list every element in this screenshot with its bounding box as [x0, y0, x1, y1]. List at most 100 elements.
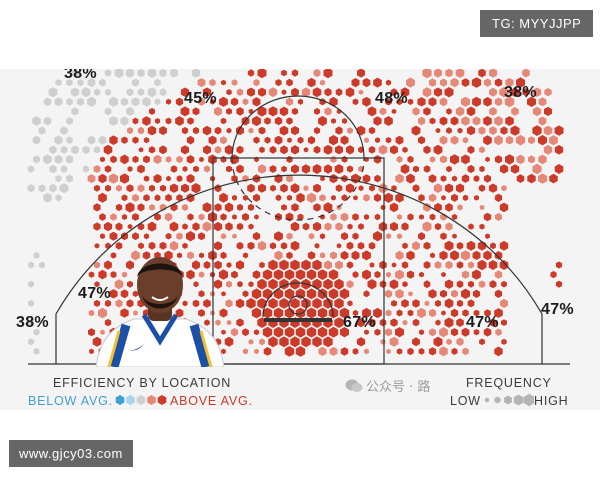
shot-hex — [345, 183, 355, 193]
shot-hex — [335, 88, 343, 97]
shot-hex — [131, 97, 140, 107]
shot-hex — [335, 126, 343, 135]
shot-hex — [279, 106, 289, 117]
shot-hex — [428, 78, 437, 87]
shot-hex — [166, 175, 171, 182]
shot-hex — [467, 299, 475, 308]
jersey-collar — [141, 313, 179, 346]
shot-hex — [176, 175, 183, 182]
shot-hex — [440, 289, 447, 298]
shot-hex — [500, 298, 508, 308]
shot-hex — [429, 328, 436, 337]
shot-hex — [186, 135, 195, 145]
shot-hex — [362, 78, 371, 88]
shot-hex — [450, 308, 459, 318]
shot-hex — [319, 233, 326, 240]
shot-hex — [488, 183, 498, 193]
shot-hex — [197, 78, 206, 88]
shot-hex — [186, 174, 195, 184]
shot-hex — [477, 259, 487, 271]
shot-hex — [110, 252, 117, 259]
shot-hex — [286, 194, 293, 201]
shot-hex — [131, 250, 140, 261]
shot-hex — [301, 298, 311, 309]
shot-hex — [440, 78, 447, 87]
shot-hex — [324, 222, 332, 231]
shot-hex — [127, 166, 133, 172]
legend-color-scale — [115, 395, 167, 405]
shot-hex — [455, 183, 465, 193]
shot-hex — [407, 347, 414, 356]
shot-hex — [302, 222, 310, 231]
shot-hex — [478, 184, 486, 192]
shot-hex — [159, 69, 167, 78]
shot-hex — [423, 261, 431, 269]
shot-hex — [71, 69, 79, 78]
shot-hex — [317, 326, 328, 338]
shot-hex — [180, 87, 190, 97]
shot-hex — [499, 164, 509, 174]
shot-hex — [109, 173, 118, 184]
shot-hex — [100, 156, 105, 163]
shot-hex — [93, 261, 101, 269]
shot-hex — [257, 278, 267, 290]
shot-hex — [479, 204, 485, 211]
shot-hex — [87, 135, 96, 145]
shot-hex — [367, 279, 377, 290]
shot-hex — [543, 144, 553, 155]
shot-hex — [379, 280, 387, 288]
shot-hex — [268, 278, 278, 290]
shot-hex — [181, 183, 189, 193]
shot-hex — [290, 240, 300, 251]
shot-hex — [395, 135, 404, 145]
shot-hex — [386, 271, 391, 278]
shot-hex — [439, 346, 448, 357]
shot-hex — [297, 213, 304, 221]
shot-hex — [494, 155, 503, 164]
shot-hex — [290, 259, 300, 271]
shot-hex — [76, 97, 85, 106]
shot-hex — [544, 106, 552, 116]
shot-hex — [428, 174, 437, 183]
hex-layer — [27, 69, 564, 357]
shot-hex — [247, 241, 255, 250]
shot-hex — [28, 338, 34, 346]
shot-hex — [494, 116, 503, 126]
legend-frequency-low: LOW — [450, 394, 481, 408]
shot-hex — [455, 69, 465, 78]
shot-hex — [306, 326, 317, 338]
shot-hex — [176, 232, 183, 240]
shot-hex — [346, 280, 354, 289]
shot-hex — [330, 251, 337, 260]
shot-hex — [291, 69, 299, 77]
shot-hex — [93, 88, 101, 96]
shot-hex — [202, 125, 212, 136]
shot-hex — [291, 126, 299, 136]
shot-hex — [60, 145, 68, 154]
shot-hex — [281, 89, 287, 95]
shot-hex — [385, 328, 392, 337]
shot-hex — [66, 174, 73, 183]
shot-hex — [484, 174, 491, 183]
shot-hex — [209, 78, 216, 87]
shot-hex — [270, 184, 276, 192]
shot-hex — [532, 163, 542, 175]
shot-hex — [286, 232, 293, 240]
shot-hex — [143, 194, 150, 202]
shot-hex — [121, 136, 128, 144]
shot-hex — [461, 116, 470, 126]
shot-hex — [87, 174, 96, 184]
shot-hex — [494, 346, 503, 357]
shot-hex — [340, 135, 349, 145]
shot-hex — [230, 328, 239, 337]
shot-hex — [488, 69, 498, 78]
shot-hex — [143, 137, 150, 144]
shot-hex — [93, 165, 101, 173]
shot-hex — [330, 213, 337, 221]
shot-hex — [295, 326, 306, 338]
shot-hex — [280, 242, 288, 250]
shot-hex — [390, 145, 398, 155]
shot-hex — [32, 116, 41, 126]
shot-hex — [280, 183, 288, 193]
shot-hex — [198, 97, 205, 106]
